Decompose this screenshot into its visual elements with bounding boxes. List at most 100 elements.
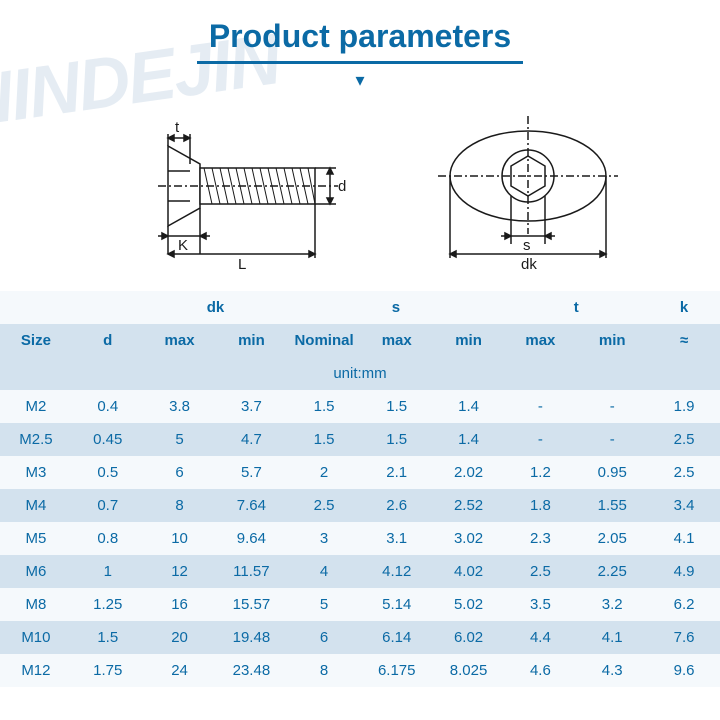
group-header-s: s — [287, 291, 504, 324]
table-cell: 5.02 — [433, 588, 505, 621]
table-cell: 2.6 — [361, 489, 433, 522]
table-row: M50.8109.6433.13.022.32.054.1 — [0, 522, 720, 555]
table-cell: 1 — [72, 555, 144, 588]
table-cell: 6.175 — [361, 654, 433, 687]
table-body: M20.43.83.71.51.51.4--1.9M2.50.4554.71.5… — [0, 390, 720, 687]
table-cell: 1.55 — [576, 489, 648, 522]
spec-table: unit:mm dk s t k SizedmaxminNominalmaxmi… — [0, 291, 720, 687]
table-cell: 4.12 — [361, 555, 433, 588]
table-row: M20.43.83.71.51.51.4--1.9 — [0, 390, 720, 423]
group-header-t: t — [504, 291, 648, 324]
table-cell: - — [576, 390, 648, 423]
table-cell: 4.3 — [576, 654, 648, 687]
diagram-label-t: t — [175, 119, 180, 136]
table-cell: M3 — [0, 456, 72, 489]
table-cell: 0.4 — [72, 390, 144, 423]
table-cell: 11.57 — [215, 555, 287, 588]
diagram-label-L: L — [238, 256, 246, 273]
table-cell: 2.02 — [433, 456, 505, 489]
sub-header: min — [215, 324, 287, 357]
sub-header: min — [576, 324, 648, 357]
table-cell: M4 — [0, 489, 72, 522]
table-cell: 12 — [144, 555, 216, 588]
diagram-label-K: K — [178, 237, 188, 254]
table-cell: 8.025 — [433, 654, 505, 687]
table-cell: M12 — [0, 654, 72, 687]
table-cell: M5 — [0, 522, 72, 555]
table-row: M611211.5744.124.022.52.254.9 — [0, 555, 720, 588]
table-cell: 1.4 — [433, 423, 505, 456]
table-cell: 8 — [144, 489, 216, 522]
diagram-label-dk: dk — [521, 256, 537, 273]
table-cell: 6.02 — [433, 621, 505, 654]
table-cell: 9.64 — [215, 522, 287, 555]
table-cell: 2.25 — [576, 555, 648, 588]
sub-header: Nominal — [287, 324, 361, 357]
diagram-label-d: d — [338, 178, 346, 195]
group-header-dk: dk — [144, 291, 288, 324]
table-cell: 4.9 — [648, 555, 720, 588]
sub-header-row: SizedmaxminNominalmaxminmaxmin≈ — [0, 324, 720, 357]
table-cell: M2 — [0, 390, 72, 423]
table-cell: 6 — [144, 456, 216, 489]
sub-header: Size — [0, 324, 72, 357]
table-cell: 3.2 — [576, 588, 648, 621]
table-cell: 6.2 — [648, 588, 720, 621]
table-cell: 5 — [144, 423, 216, 456]
table-cell: 4.6 — [504, 654, 576, 687]
diagram-label-s: s — [523, 237, 531, 254]
table-cell: 23.48 — [215, 654, 287, 687]
sub-header: max — [144, 324, 216, 357]
table-cell: 9.6 — [648, 654, 720, 687]
table-cell: 2.05 — [576, 522, 648, 555]
table-row: M121.752423.4886.1758.0254.64.39.6 — [0, 654, 720, 687]
table-row: M101.52019.4866.146.024.44.17.6 — [0, 621, 720, 654]
table-cell: 3.02 — [433, 522, 505, 555]
table-cell: 5.14 — [361, 588, 433, 621]
table-cell: 3 — [287, 522, 361, 555]
table-cell: 3.4 — [648, 489, 720, 522]
table-cell: 4.02 — [433, 555, 505, 588]
table-cell: 2.5 — [504, 555, 576, 588]
table-cell: 1.5 — [287, 423, 361, 456]
table-cell: 2.3 — [504, 522, 576, 555]
table-cell: 1.8 — [504, 489, 576, 522]
unit-label: unit:mm — [0, 357, 720, 390]
table-cell: 7.6 — [648, 621, 720, 654]
table-cell: 2.5 — [648, 423, 720, 456]
sub-header: max — [504, 324, 576, 357]
table-cell: 1.2 — [504, 456, 576, 489]
table-row: M40.787.642.52.62.521.81.553.4 — [0, 489, 720, 522]
table-cell: 1.9 — [648, 390, 720, 423]
group-header-row: dk s t k — [0, 291, 720, 324]
table-cell: M8 — [0, 588, 72, 621]
page-title: Product parameters — [197, 18, 523, 64]
table-cell: 3.1 — [361, 522, 433, 555]
table-cell: 24 — [144, 654, 216, 687]
table-cell: 0.7 — [72, 489, 144, 522]
table-cell: 1.5 — [361, 390, 433, 423]
table-row: M2.50.4554.71.51.51.4--2.5 — [0, 423, 720, 456]
table-cell: 19.48 — [215, 621, 287, 654]
table-row: M81.251615.5755.145.023.53.26.2 — [0, 588, 720, 621]
sub-header: max — [361, 324, 433, 357]
table-cell: 1.5 — [361, 423, 433, 456]
table-cell: 1.5 — [287, 390, 361, 423]
screw-top-diagram: s dk — [423, 106, 633, 276]
table-cell: 4.4 — [504, 621, 576, 654]
table-cell: 2.1 — [361, 456, 433, 489]
table-cell: 3.8 — [144, 390, 216, 423]
table-cell: M2.5 — [0, 423, 72, 456]
table-cell: 5.7 — [215, 456, 287, 489]
group-header — [0, 291, 72, 324]
title-bar: Product parameters — [0, 0, 720, 64]
table-cell: 0.5 — [72, 456, 144, 489]
table-cell: 15.57 — [215, 588, 287, 621]
sub-header: ≈ — [648, 324, 720, 357]
table-cell: 2.52 — [433, 489, 505, 522]
table-cell: 6.14 — [361, 621, 433, 654]
table-cell: 1.75 — [72, 654, 144, 687]
table-cell: 4.7 — [215, 423, 287, 456]
table-cell: - — [504, 423, 576, 456]
table-cell: 2.5 — [648, 456, 720, 489]
